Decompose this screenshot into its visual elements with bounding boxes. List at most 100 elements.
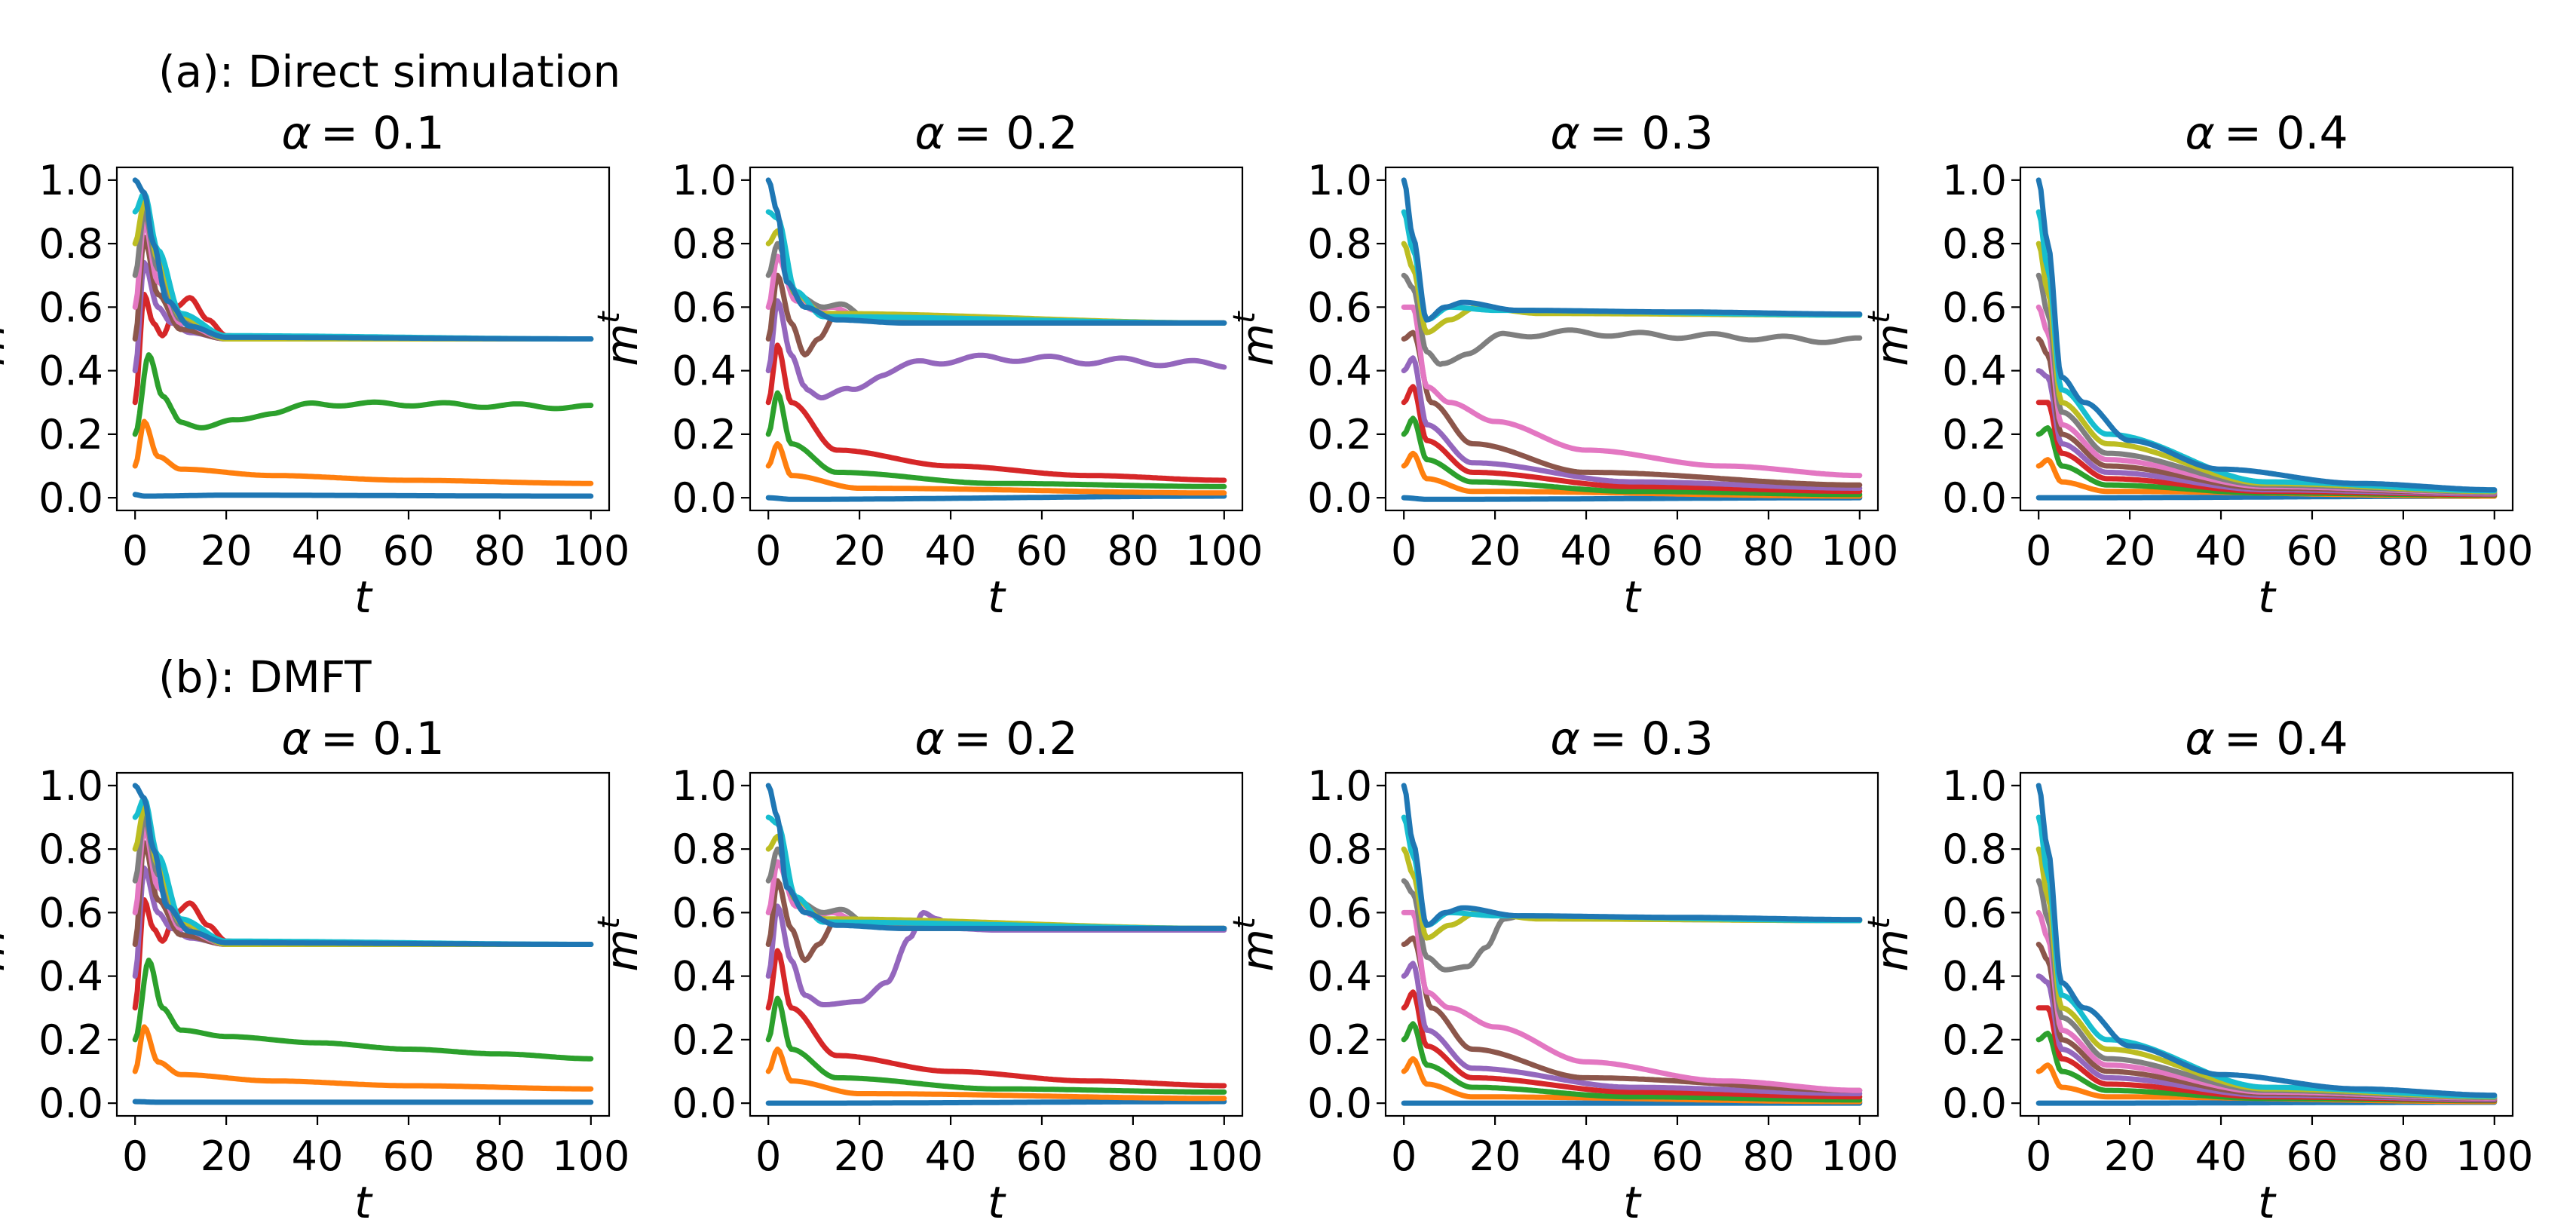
series-line-4 [1401, 384, 1863, 495]
series-line-10 [2035, 814, 2498, 1099]
x-tick-label: 80 [474, 1132, 526, 1180]
y-tick-label: 0.0 [1307, 474, 1372, 522]
y-tick-label: 0.2 [672, 1016, 737, 1064]
series-line-7 [132, 824, 594, 947]
series-line-11 [765, 177, 1227, 326]
x-tick-label: 20 [201, 1132, 253, 1180]
series-line-5 [1401, 355, 1863, 491]
row-label-b: (b): DMFT [158, 651, 372, 703]
panel-title-value: = 0.2 [954, 107, 1078, 160]
x-tick-label: 20 [201, 527, 253, 575]
y-tick-label: 0.4 [1942, 348, 2007, 395]
plot-frame [115, 771, 611, 1117]
series-line-11 [1401, 783, 1863, 928]
plot-frame [749, 166, 1244, 512]
plot-frame [115, 166, 611, 512]
series-line-8 [1401, 272, 1863, 367]
x-tick-label: 40 [1561, 1132, 1613, 1180]
x-tick-label: 0 [755, 527, 781, 575]
y-tick-label: 0.2 [1942, 1016, 2007, 1064]
y-tick-label: 0.6 [672, 283, 737, 331]
row-label-a: (a): Direct simulation [158, 46, 620, 97]
y-tick-label: 0.8 [1307, 220, 1372, 268]
panel-title: α = 0.4 [2185, 107, 2348, 160]
series-line-7 [132, 219, 594, 342]
y-tick-label: 0.4 [672, 348, 737, 395]
series-line-2 [132, 418, 594, 486]
panel-title-value: = 0.2 [954, 713, 1078, 765]
panel-title: α = 0.2 [914, 107, 1077, 160]
panel-title: α = 0.4 [2185, 713, 2348, 765]
x-tick-label: 40 [292, 1132, 344, 1180]
series-group [132, 783, 594, 1105]
y-tick-label: 1.0 [1942, 157, 2007, 204]
x-tick-label: 0 [122, 1132, 148, 1180]
y-tick-label: 0.8 [1942, 826, 2007, 873]
y-tick-label: 0.6 [1942, 283, 2007, 331]
y-tick-label: 0.6 [1307, 283, 1372, 331]
x-tick-label: 0 [755, 1132, 781, 1180]
x-tick-label: 60 [2287, 1132, 2339, 1180]
y-axis-label-base: m [1867, 323, 1918, 366]
series-line-5 [1401, 961, 1863, 1096]
panel-title-value: = 0.4 [2224, 713, 2348, 765]
x-axis-label: t [1623, 1177, 1642, 1228]
panel-title-symbol: α [914, 107, 945, 160]
series-line-3 [765, 390, 1227, 489]
y-axis-label: mt [592, 916, 648, 972]
x-tick-label: 100 [1821, 1132, 1898, 1180]
panel-title-symbol: α [2185, 107, 2215, 160]
y-axis-label-sup: t [592, 916, 626, 929]
series-line-6 [1401, 329, 1863, 488]
x-tick-label: 20 [2104, 1132, 2156, 1180]
y-tick-label: 0.6 [1307, 889, 1372, 936]
x-axis-label: t [988, 1177, 1006, 1228]
x-axis-label: t [354, 1177, 373, 1228]
series-line-10 [2035, 209, 2498, 494]
series-group [1401, 783, 1863, 1106]
y-axis-label-base: m [0, 929, 14, 972]
y-axis-label: mt [1227, 311, 1283, 366]
x-tick-label: 20 [1469, 1132, 1521, 1180]
series-line-9 [1401, 846, 1863, 941]
y-tick-label: 0.4 [672, 953, 737, 1001]
panel-title: α = 0.3 [1550, 713, 1713, 765]
x-tick-label: 20 [834, 527, 886, 575]
y-axis-label-sup: t [1862, 916, 1897, 929]
x-tick-label: 20 [834, 1132, 886, 1180]
x-tick-label: 80 [1107, 1132, 1159, 1180]
x-axis-label: t [988, 572, 1006, 623]
x-tick-label: 80 [1743, 527, 1795, 575]
panel-title-symbol: α [1550, 713, 1580, 765]
panel-title-symbol: α [914, 713, 945, 765]
series-line-5 [765, 298, 1227, 401]
x-tick-label: 20 [1469, 527, 1521, 575]
x-tick-label: 100 [552, 527, 629, 575]
y-tick-label: 0.0 [672, 474, 737, 522]
series-line-11 [2035, 177, 2498, 493]
series-line-7 [1401, 909, 1863, 1093]
x-tick-label: 80 [1743, 1132, 1795, 1180]
y-axis-label: mt [1862, 311, 1918, 366]
x-tick-label: 0 [122, 527, 148, 575]
plot-frame [1384, 771, 1879, 1117]
panel-title-symbol: α [1550, 107, 1580, 160]
x-tick-label: 100 [1821, 527, 1898, 575]
x-tick-label: 100 [2455, 1132, 2533, 1180]
y-axis-label-base: m [0, 323, 14, 366]
y-axis-label-sup: t [1227, 916, 1262, 929]
series-line-1 [132, 492, 594, 499]
x-axis-label: t [2258, 572, 2277, 623]
panel-title-symbol: α [281, 107, 311, 160]
x-tick-label: 80 [1107, 527, 1159, 575]
panels: α= 0.10204060801000.00.20.40.60.81.0tmtα… [0, 107, 2533, 1228]
x-tick-label: 40 [2195, 527, 2247, 575]
y-axis-label-base: m [1867, 929, 1918, 972]
x-tick-label: 60 [1016, 1132, 1068, 1180]
y-axis-label-sup: t [592, 311, 626, 323]
y-tick-label: 0.0 [38, 474, 103, 522]
y-tick-label: 0.4 [1942, 953, 2007, 1001]
y-tick-label: 0.2 [1942, 411, 2007, 458]
